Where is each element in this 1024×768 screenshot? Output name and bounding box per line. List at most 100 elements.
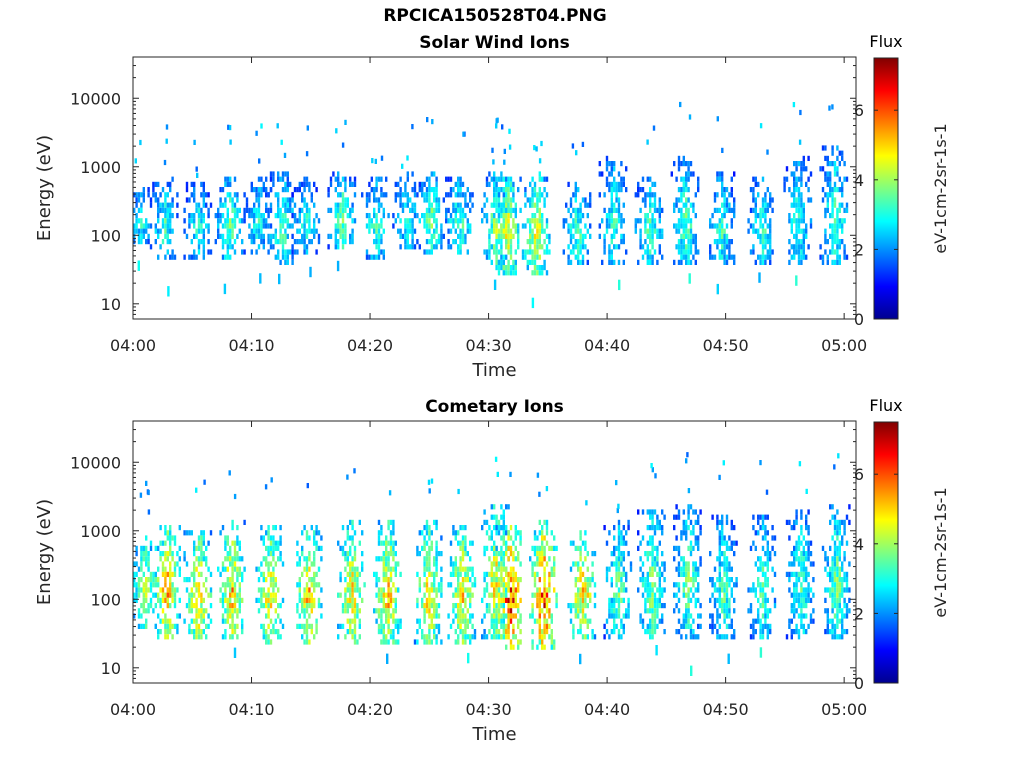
flux-cell [584, 197, 587, 203]
flux-cell [725, 259, 729, 265]
flux-cell [464, 634, 467, 640]
flux-cell [502, 577, 505, 583]
flux-cell [370, 223, 373, 229]
x-tick-label: 04:50 [703, 336, 749, 355]
flux-cell [721, 244, 724, 250]
flux-cell [653, 249, 657, 255]
flux-cell [512, 613, 515, 619]
flux-cell [581, 254, 585, 260]
flux-cell [730, 592, 733, 598]
flux-cell [749, 207, 753, 213]
flux-cell [831, 514, 834, 520]
flux-cell [543, 187, 546, 193]
flux-cell [836, 171, 839, 177]
flux-cell [649, 514, 652, 520]
flux-cell [406, 218, 409, 224]
flux-cell [495, 592, 498, 598]
flux-cell [418, 181, 421, 187]
flux-cell [137, 228, 141, 234]
flux-cell [226, 233, 229, 239]
flux-cell [490, 176, 493, 182]
flux-cell [195, 254, 198, 260]
flux-cell [279, 618, 282, 624]
flux-cell [277, 540, 280, 546]
flux-cell [488, 603, 491, 609]
flux-cell [579, 259, 582, 265]
flux-cell [262, 634, 265, 640]
flux-cell [507, 535, 510, 541]
flux-cell [829, 504, 832, 510]
flux-cell [536, 249, 539, 255]
flux-cell [807, 556, 810, 562]
flux-cell [649, 597, 652, 603]
flux-cell [709, 597, 712, 603]
flux-cell [639, 613, 642, 619]
flux-cell [538, 213, 541, 219]
flux-cell [531, 213, 534, 219]
flux-cell [334, 228, 337, 234]
flux-cell [644, 197, 647, 203]
flux-cell [231, 618, 234, 624]
flux-cell [795, 202, 798, 208]
flux-cell [226, 176, 229, 182]
flux-cell [291, 223, 294, 229]
flux-cell [795, 597, 798, 603]
flux-cell [733, 197, 736, 203]
flux-cell [831, 197, 834, 203]
flux-cell [574, 213, 577, 219]
flux-cell [385, 556, 388, 562]
flux-cell [154, 623, 157, 629]
flux-cell [757, 181, 760, 187]
flux-cell [293, 249, 297, 255]
flux-cell [488, 525, 491, 531]
flux-cell [833, 519, 837, 525]
flux-cell [238, 592, 241, 598]
flux-cell [233, 592, 237, 598]
flux-cell [428, 176, 431, 182]
flux-cell [689, 551, 693, 557]
flux-cell [764, 244, 767, 250]
flux-cell [284, 228, 287, 234]
flux-cell [826, 587, 829, 593]
flux-cell [716, 597, 719, 603]
flux-cell [188, 603, 191, 609]
flux-cell [399, 618, 402, 624]
flux-cell [461, 551, 465, 557]
flux-cell [605, 161, 609, 167]
flux-cell [269, 603, 273, 609]
flux-cell [274, 577, 277, 583]
flux-cell [507, 623, 510, 629]
flux-cell [461, 213, 465, 219]
flux-cell [529, 223, 532, 229]
flux-cell [569, 566, 573, 572]
flux-cell [711, 623, 714, 629]
flux-cell [272, 566, 275, 572]
flux-cell [677, 608, 681, 614]
flux-cell [805, 592, 808, 598]
flux-cell [267, 207, 270, 213]
flux-cell [219, 571, 222, 577]
flux-cell [685, 228, 688, 234]
flux-cell [613, 207, 616, 213]
flux-cell [483, 192, 486, 198]
flux-cell [680, 254, 683, 260]
flux-cell [509, 639, 513, 645]
flux-cell [315, 571, 318, 577]
flux-cell [435, 187, 438, 193]
flux-cell [423, 249, 426, 255]
flux-cell [341, 202, 345, 208]
flux-cell [373, 197, 376, 203]
flux-cell [387, 603, 390, 609]
flux-cell [341, 244, 345, 250]
flux-cell [514, 270, 517, 276]
flux-cell [397, 587, 400, 593]
flux-cell [344, 597, 347, 603]
flux-cell [344, 540, 347, 546]
flux-cell [497, 613, 501, 619]
flux-cell [382, 597, 385, 603]
flux-cell [457, 618, 460, 624]
flux-cell [272, 233, 275, 239]
flux-cell [639, 239, 642, 245]
flux-cell [238, 587, 241, 593]
flux-cell [797, 535, 801, 541]
